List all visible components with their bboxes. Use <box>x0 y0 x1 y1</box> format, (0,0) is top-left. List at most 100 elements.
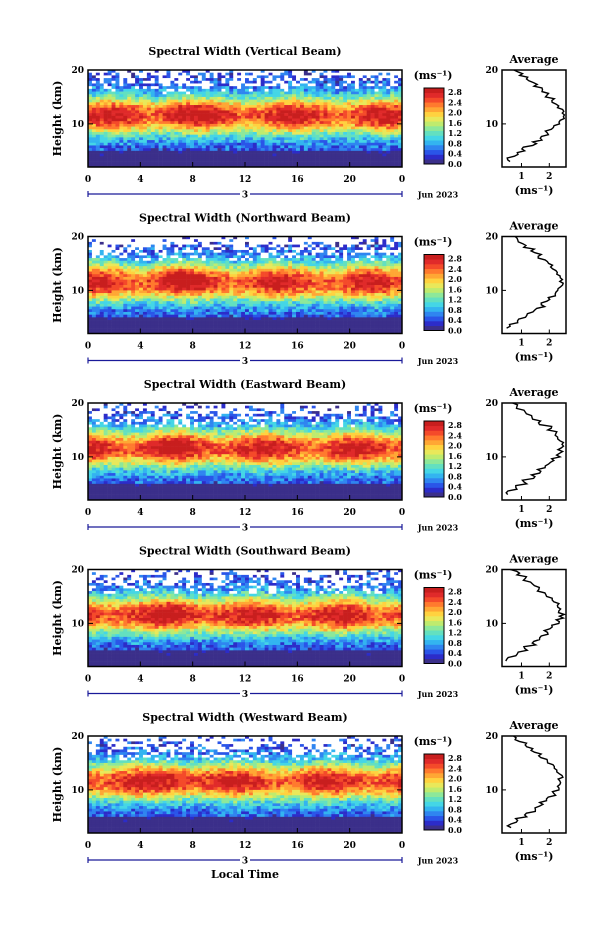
x-tick-label: 8 <box>190 175 196 185</box>
colorbar-swatch <box>424 425 444 431</box>
x-tick-label: 0 <box>399 508 405 518</box>
colorbar-swatch <box>424 430 444 436</box>
colorbar-swatch <box>424 639 444 645</box>
x-tick-label: 0 <box>85 175 91 185</box>
profile-title: Average <box>508 553 558 566</box>
y-axis-label: Height (km) <box>51 414 64 490</box>
y-tick-label: 20 <box>71 66 84 76</box>
x-tick-label: 8 <box>190 342 196 352</box>
colorbar-swatch <box>424 435 444 441</box>
heatmap-cells <box>88 403 403 501</box>
colorbar-swatch <box>424 625 444 631</box>
colorbar-swatch <box>424 268 444 274</box>
x-tick-label: 4 <box>137 508 143 518</box>
profile-line <box>506 235 565 329</box>
colorbar-swatch <box>424 107 444 113</box>
profile-panel: Average 20 10 1 2 (ms⁻¹) <box>485 553 567 697</box>
y-tick-label: 10 <box>71 120 84 130</box>
y-tick-label: 20 <box>71 566 84 576</box>
colorbar-swatch <box>424 811 444 817</box>
colorbar: 0.00.40.81.21.62.02.42.8 (ms⁻¹) <box>414 236 463 336</box>
colorbar-tick-label: 2.4 <box>448 97 462 107</box>
colorbar-swatch <box>424 630 444 636</box>
chart-title: Spectral Width (Southward Beam) <box>139 545 351 558</box>
colorbar-swatch <box>424 492 444 498</box>
day-label: 3 <box>242 357 248 367</box>
x-tick-label: 16 <box>291 841 304 851</box>
day-label-bg <box>240 523 250 531</box>
y-tick-label: 10 <box>71 786 84 796</box>
x-tick-label: 12 <box>239 508 252 518</box>
colorbar-swatch <box>424 459 444 465</box>
x-tick-label: 12 <box>239 675 252 685</box>
colorbar-tick-label: 0.8 <box>448 471 462 481</box>
profile-y-tick-label: 10 <box>485 619 498 629</box>
profile-title: Average <box>508 386 558 399</box>
day-label: 3 <box>242 857 248 867</box>
colorbar-tick-label: 0.8 <box>448 804 462 814</box>
colorbar-swatch <box>424 321 444 327</box>
colorbar-swatch <box>424 444 444 450</box>
colorbar-unit-label: (ms⁻¹) <box>414 402 453 415</box>
colorbar-unit-label: (ms⁻¹) <box>414 735 453 748</box>
colorbar-unit-label: (ms⁻¹) <box>414 69 453 82</box>
colorbar-swatch <box>424 130 444 136</box>
colorbar: 0.00.40.81.21.62.02.42.8 (ms⁻¹) <box>414 69 463 169</box>
x-tick-label: 20 <box>343 175 356 185</box>
profile-frame <box>501 568 567 668</box>
profile-x-tick-label: 2 <box>546 838 552 848</box>
x-tick-label: 4 <box>137 175 143 185</box>
colorbar-tick-label: 0.4 <box>448 482 462 492</box>
colorbar-swatch <box>424 325 444 331</box>
x-tick-label: 0 <box>399 175 405 185</box>
colorbar-swatch <box>424 421 444 427</box>
colorbar-tick-label: 0.0 <box>448 492 462 502</box>
colorbar-swatch <box>424 278 444 284</box>
profile-line <box>505 402 565 496</box>
colorbar-swatch <box>424 254 444 260</box>
colorbar-swatch <box>424 92 444 98</box>
colorbar-swatch <box>424 773 444 779</box>
profile-panel: Average 20 10 1 2 (ms⁻¹) <box>485 719 567 863</box>
profile-y-tick-label: 20 <box>485 732 498 742</box>
date-label: Jun 2023 <box>417 856 459 866</box>
profile-x-tick-label: 1 <box>518 172 524 182</box>
colorbar-swatch <box>424 782 444 788</box>
colorbar-tick-label: 1.6 <box>448 284 462 294</box>
profile-x-tick-label: 2 <box>546 672 552 682</box>
colorbar-tick-label: 2.4 <box>448 763 462 773</box>
colorbar-swatch <box>424 468 444 474</box>
x-tick-label: 20 <box>343 508 356 518</box>
colorbar-tick-label: 0.8 <box>448 138 462 148</box>
profile-line <box>505 735 564 829</box>
x-tick-label: 8 <box>190 841 196 851</box>
profile-y-tick-label: 20 <box>485 399 498 409</box>
colorbar-swatch <box>424 616 444 622</box>
colorbar-swatch <box>424 145 444 151</box>
chart-title: Spectral Width (Westward Beam) <box>142 711 347 724</box>
colorbar-swatch <box>424 264 444 270</box>
profile-y-tick-label: 20 <box>485 566 498 576</box>
panel-3: Spectral Width (Eastward Beam)2010Height… <box>51 378 567 534</box>
y-axis-label: Height (km) <box>51 580 64 656</box>
colorbar-swatch <box>424 306 444 312</box>
x-tick-label: 0 <box>399 675 405 685</box>
profile-line <box>505 568 567 662</box>
x-tick-label: 12 <box>239 175 252 185</box>
colorbar-swatch <box>424 88 444 94</box>
colorbar-swatch <box>424 287 444 293</box>
colorbar-tick-label: 2.0 <box>448 607 462 617</box>
panel-5: Spectral Width (Westward Beam)2010Height… <box>51 711 567 867</box>
colorbar-swatch <box>424 606 444 612</box>
day-label: 3 <box>242 524 248 534</box>
colorbar-swatch <box>424 754 444 760</box>
colorbar-swatch <box>424 449 444 455</box>
colorbar-unit-label: (ms⁻¹) <box>414 569 453 582</box>
colorbar-swatch <box>424 259 444 265</box>
colorbar-tick-label: 1.2 <box>448 295 462 305</box>
colorbar-swatch <box>424 763 444 769</box>
x-axis-label: Local Time <box>211 868 279 881</box>
profile-panel: Average 20 10 1 2 (ms⁻¹) <box>485 386 567 530</box>
day-label: 3 <box>242 690 248 700</box>
y-tick-label: 20 <box>71 399 84 409</box>
